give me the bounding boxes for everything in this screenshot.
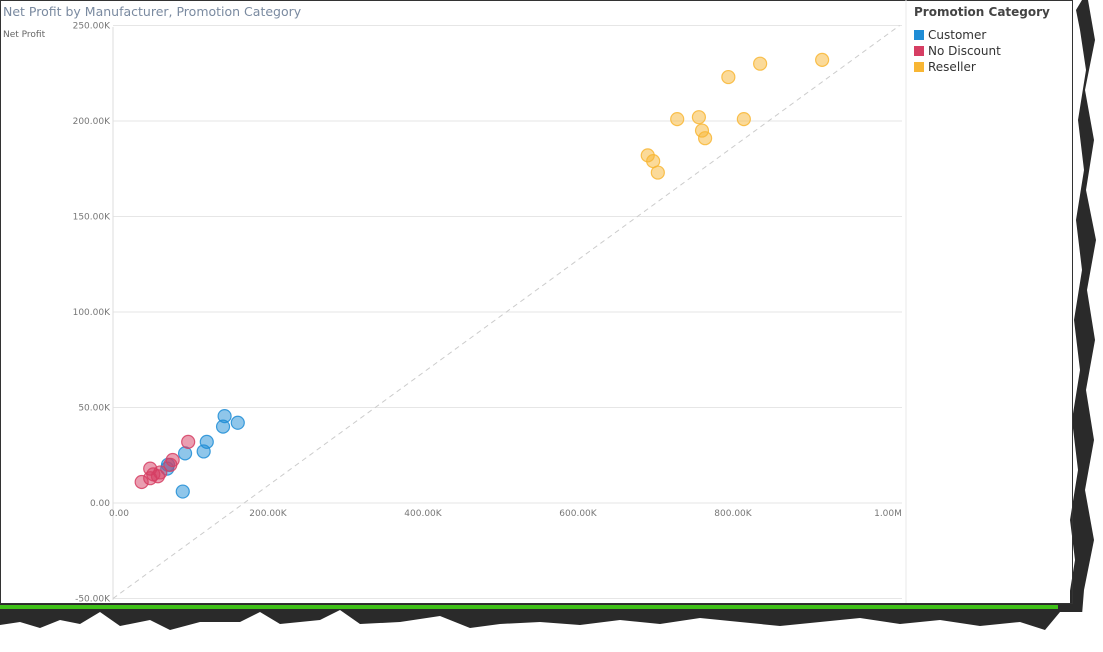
- x-tick-label: 600.00K: [559, 509, 597, 519]
- legend-label: No Discount: [928, 44, 1001, 58]
- x-tick-label: 0.00: [109, 509, 129, 519]
- green-bar: [0, 605, 1058, 609]
- legend-item-customer[interactable]: Customer: [914, 27, 1050, 43]
- torn-edge-right: [1080, 0, 1103, 652]
- data-point-customer: [175, 484, 190, 499]
- y-tick-label: 250.00K: [73, 22, 111, 32]
- data-point-reseller: [670, 111, 685, 127]
- data-point-no-discount: [150, 469, 166, 484]
- data-point-reseller: [736, 111, 751, 127]
- legend-label: Customer: [928, 28, 987, 42]
- legend-label: Reseller: [928, 60, 976, 74]
- y-tick-label: 200.00K: [73, 117, 111, 127]
- data-point-no-discount: [163, 457, 178, 472]
- data-point-customer: [196, 444, 211, 459]
- y-axis-label: Net Profit: [3, 30, 46, 40]
- y-tick-label: 50.00K: [78, 404, 111, 414]
- legend-item-no-discount[interactable]: No Discount: [914, 43, 1050, 59]
- y-tick-label: 0.00: [90, 499, 110, 509]
- chart-title: Net Profit by Manufacturer, Promotion Ca…: [3, 4, 302, 19]
- scatter-plot: 250.00K 200.00K 150.00K 100.00K 50.00K 0.00 -5…: [73, 22, 902, 605]
- torn-edge-bottom: [0, 610, 1103, 652]
- data-point-customer: [215, 419, 231, 434]
- legend-swatch: [914, 30, 924, 40]
- data-point-reseller: [650, 165, 665, 180]
- data-point-reseller: [753, 56, 768, 71]
- trend-line: [112, 25, 900, 599]
- x-tick-label: 1.00M: [874, 509, 902, 519]
- x-tick-label: 400.00K: [404, 509, 442, 519]
- legend-swatch: [914, 46, 924, 56]
- legend: Promotion Category Customer No Discount …: [914, 5, 1050, 75]
- legend-swatch: [914, 62, 924, 72]
- y-tick-label: 150.00K: [73, 213, 111, 223]
- y-tick-label: -50.00K: [75, 595, 111, 605]
- data-point-no-discount: [134, 474, 149, 490]
- data-point-reseller: [697, 131, 713, 146]
- data-point-reseller: [815, 52, 830, 67]
- legend-item-reseller[interactable]: Reseller: [914, 59, 1050, 75]
- x-tick-label: 200.00K: [249, 509, 287, 519]
- legend-title: Promotion Category: [914, 5, 1050, 19]
- data-point-reseller: [691, 110, 707, 125]
- x-tick-label: 800.00K: [714, 509, 752, 519]
- y-tick-label: 100.00K: [73, 308, 111, 318]
- data-point-reseller: [721, 69, 736, 85]
- data-point-no-discount: [181, 434, 196, 449]
- data-point-customer: [230, 415, 245, 430]
